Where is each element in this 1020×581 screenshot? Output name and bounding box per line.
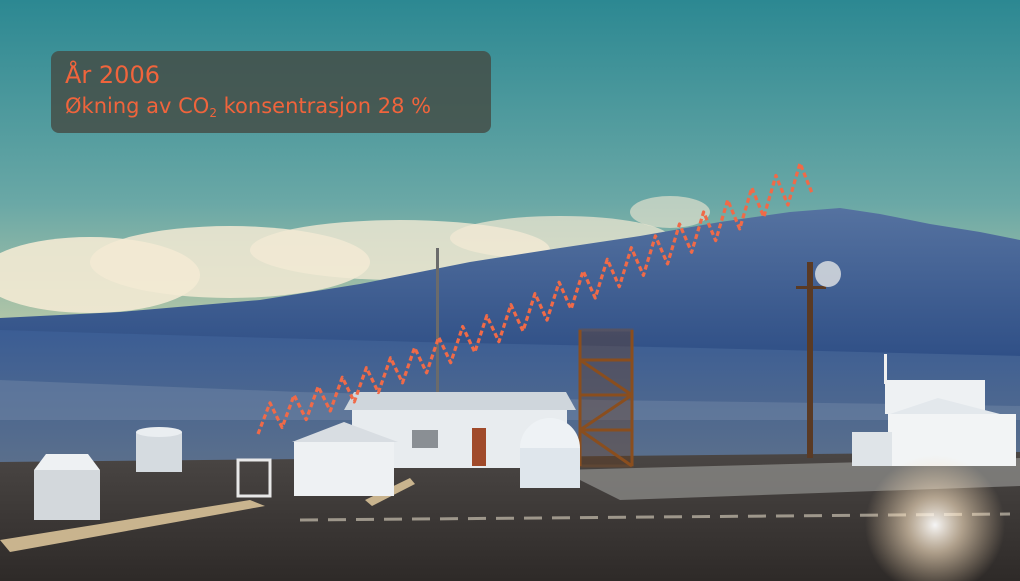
caption-co2-increase: Økning av CO2 konsentrasjon 28 % [65,94,431,120]
caption-year: År 2006 [65,61,160,89]
caption-co2-prefix: Økning av CO [65,94,210,118]
utility-pole [796,261,841,458]
sampling-tower [578,328,634,468]
shed-left [34,454,100,520]
caption-co2-suffix: konsentrasjon 28 % [216,94,432,118]
small-shed [292,422,398,496]
boardwalk [0,500,265,552]
caption-co2-subscript: 2 [209,106,217,120]
lens-flare [865,455,1005,581]
right-building [852,354,1016,466]
water-tank [136,427,182,472]
co2-curve [256,161,814,435]
mountain [0,208,1020,360]
caption-box: År 2006 Økning av CO2 konsentrasjon 28 % [51,51,491,133]
observatory-dome [520,418,580,488]
cloud-bank [0,196,710,313]
